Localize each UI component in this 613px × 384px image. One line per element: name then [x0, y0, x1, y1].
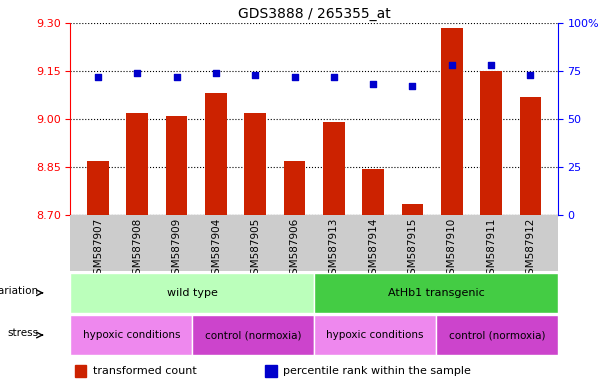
Text: hypoxic conditions: hypoxic conditions	[326, 330, 424, 340]
Text: GSM587904: GSM587904	[211, 218, 221, 281]
Point	[211, 70, 221, 76]
Text: GSM587912: GSM587912	[525, 218, 535, 281]
Text: genotype/variation: genotype/variation	[0, 286, 39, 296]
Text: AtHb1 transgenic: AtHb1 transgenic	[387, 288, 484, 298]
Bar	[205, 93, 227, 215]
Bar	[166, 116, 188, 215]
Bar	[362, 169, 384, 215]
Point	[250, 72, 260, 78]
Text: GSM587910: GSM587910	[447, 218, 457, 281]
Point	[368, 81, 378, 88]
Bar	[87, 161, 109, 215]
Text: GSM587914: GSM587914	[368, 218, 378, 281]
Point	[525, 72, 535, 78]
Title: GDS3888 / 265355_at: GDS3888 / 265355_at	[238, 7, 390, 21]
Text: wild type: wild type	[167, 288, 218, 298]
Text: control (normoxia): control (normoxia)	[449, 330, 545, 340]
Bar	[519, 97, 541, 215]
Bar	[441, 28, 463, 215]
Text: GSM587915: GSM587915	[408, 218, 417, 281]
Bar	[75, 364, 86, 377]
Point	[447, 62, 457, 68]
Bar	[265, 364, 276, 377]
Bar	[480, 71, 502, 215]
Point	[329, 74, 339, 80]
Point	[172, 74, 181, 80]
Point	[93, 74, 103, 80]
Text: GSM587909: GSM587909	[172, 218, 181, 281]
Text: percentile rank within the sample: percentile rank within the sample	[283, 366, 471, 376]
Bar	[284, 161, 305, 215]
Text: GSM587913: GSM587913	[329, 218, 339, 281]
Text: transformed count: transformed count	[93, 366, 197, 376]
Text: GSM587908: GSM587908	[132, 218, 142, 281]
Point	[132, 70, 142, 76]
Text: stress: stress	[7, 328, 39, 338]
Text: GSM587907: GSM587907	[93, 218, 103, 281]
Point	[289, 74, 299, 80]
Point	[486, 62, 496, 68]
Bar	[126, 113, 148, 215]
Text: GSM587905: GSM587905	[250, 218, 260, 281]
Bar	[402, 204, 423, 215]
Point	[408, 83, 417, 89]
Text: GSM587911: GSM587911	[486, 218, 496, 281]
Text: GSM587906: GSM587906	[289, 218, 300, 281]
Text: hypoxic conditions: hypoxic conditions	[83, 330, 180, 340]
Text: control (normoxia): control (normoxia)	[205, 330, 302, 340]
Bar	[323, 122, 345, 215]
Bar	[245, 113, 266, 215]
